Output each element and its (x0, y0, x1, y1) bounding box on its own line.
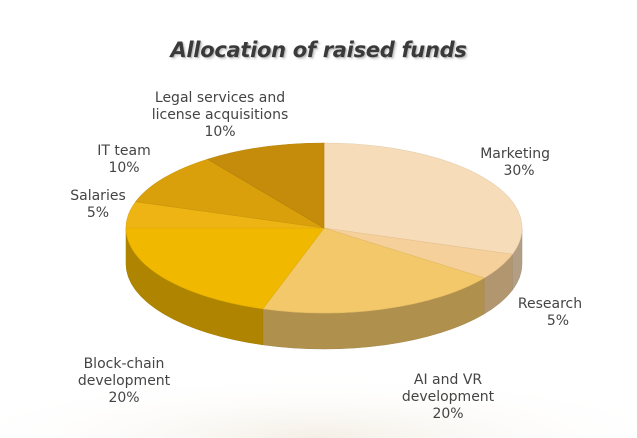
slice-it-team (135, 158, 325, 229)
slice-label-it-team: IT team 10% (84, 143, 164, 177)
slice-label-name: AI and VR (413, 372, 483, 388)
slice-label-research: Research 5% (510, 296, 590, 330)
slice-label-pct: 10% (204, 124, 236, 140)
slice-label-pct: 20% (108, 390, 140, 406)
slice-label-marketing: Marketing 30% (458, 146, 550, 180)
slice-label-name: Salaries (70, 188, 126, 204)
slice-block-chain-development (125, 227, 325, 310)
slice-label-name: Research (517, 296, 583, 312)
slice-label-name: Block-chain (83, 356, 165, 372)
slice-label-pct: 30% (503, 163, 535, 179)
slice-label-name-2: development (401, 389, 495, 405)
slice-label-name: Legal services and (154, 90, 286, 106)
slice-legal-services-and-license-acquisitions (206, 142, 325, 229)
slice-label-pct: 10% (108, 160, 140, 176)
slice-label-name: Marketing (480, 146, 550, 162)
slice-label-pct: 5% (86, 205, 110, 221)
slice-label-salaries: Salaries 5% (58, 188, 138, 222)
slice-marketing (323, 142, 523, 255)
chart-title: Allocation of raised funds (170, 38, 467, 62)
slice-label-name-2: development (77, 373, 171, 389)
slice-label-blockchain: Block-chain development 20% (64, 356, 184, 407)
slice-label-pct: 20% (432, 406, 464, 422)
slice-ai-and-vr-development (262, 227, 485, 314)
slice-label-legal: Legal services and license acquisitions … (140, 90, 300, 141)
slice-label-pct: 5% (546, 313, 570, 329)
pie-top (125, 142, 523, 314)
slice-label-ai-vr: AI and VR development 20% (388, 372, 508, 423)
slice-label-name: IT team (97, 143, 151, 159)
pie-sides (125, 227, 523, 350)
slice-label-name-2: license acquisitions (151, 107, 289, 123)
